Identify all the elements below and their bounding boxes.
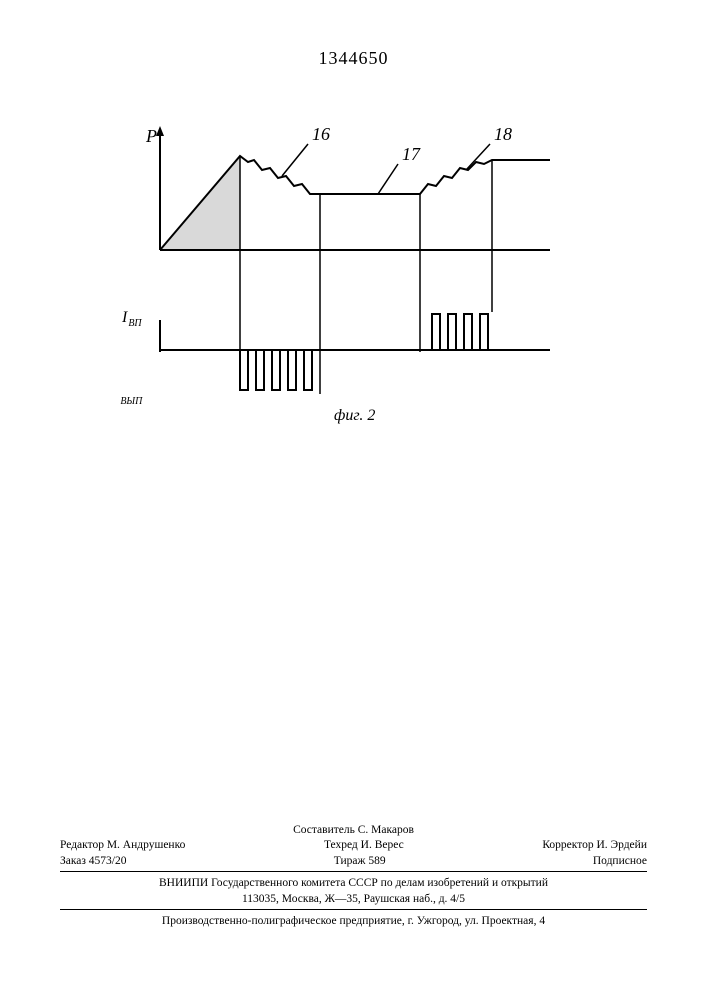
- callout-18: 18: [494, 124, 512, 144]
- divider-2: [60, 909, 647, 910]
- p-axis-label: P: [145, 126, 157, 146]
- compiler-line: Составитель С. Макаров: [60, 823, 647, 839]
- credits-row-1: Редактор М. Андрушенко Техред И. Верес К…: [60, 838, 647, 854]
- diagram: P 16 17 18 IВП IВЫП: [120, 120, 560, 460]
- divider-1: [60, 871, 647, 872]
- order: Заказ 4573/20: [60, 854, 127, 870]
- document-number: 1344650: [0, 48, 707, 69]
- corrector: Корректор И. Эрдейи: [542, 838, 647, 854]
- credits-row-2: Заказ 4573/20 Тираж 589 Подписное: [60, 854, 647, 870]
- editor: Редактор М. Андрушенко: [60, 838, 185, 854]
- pulse-train-up: [432, 314, 488, 350]
- upper-y-arrow: [156, 126, 164, 136]
- leader-16: [282, 144, 308, 176]
- podpisnoe: Подписное: [593, 854, 647, 870]
- org1-line1: ВНИИПИ Государственного комитета СССР по…: [60, 876, 647, 892]
- org2: Производственно-полиграфическое предприя…: [60, 914, 647, 930]
- tehred: Техред И. Верес: [324, 838, 404, 854]
- leader-17: [378, 164, 398, 194]
- diagram-svg: P 16 17 18 IВП IВЫП: [120, 120, 560, 440]
- pulse-train-down: [240, 350, 312, 390]
- callout-16: 16: [312, 124, 330, 144]
- org1-line2: 113035, Москва, Ж—35, Раушская наб., д. …: [60, 892, 647, 908]
- i-vp-label: IВП: [121, 309, 142, 329]
- pulses-up: [432, 314, 488, 350]
- vlines: [240, 156, 492, 394]
- page: 1344650 P 16 17 18: [0, 0, 707, 1000]
- callout-17: 17: [402, 144, 421, 164]
- figure-label: фиг. 2: [334, 407, 375, 424]
- leader-18: [466, 144, 490, 170]
- pulses-down: [240, 350, 312, 390]
- tirazh: Тираж 589: [334, 854, 386, 870]
- credits-block: Составитель С. Макаров Редактор М. Андру…: [60, 823, 647, 930]
- i-vyp-label: IВЫП: [120, 387, 143, 407]
